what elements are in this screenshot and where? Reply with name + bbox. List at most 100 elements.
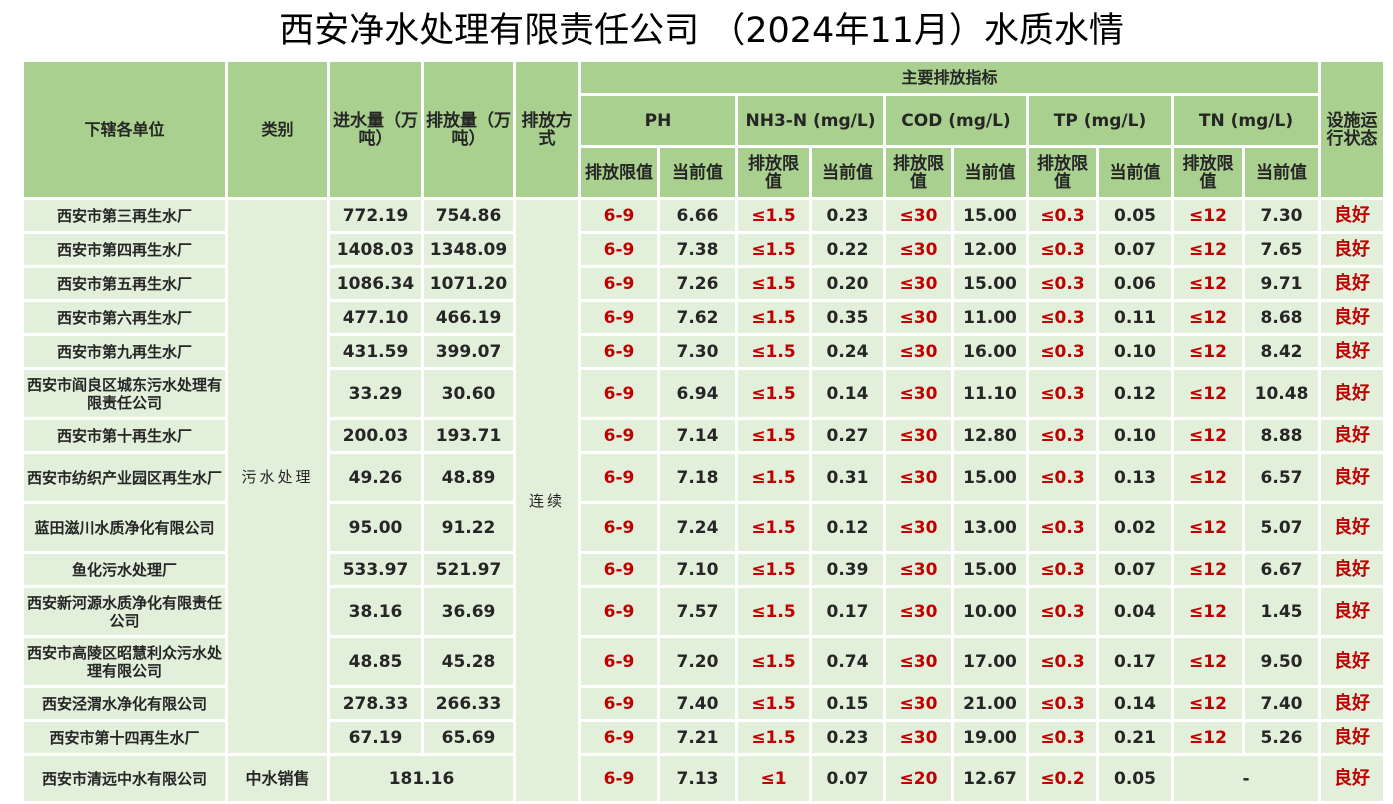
nh3n-limit: ≤1.5 xyxy=(735,333,812,370)
cod-limit: ≤20 xyxy=(883,753,954,804)
nh3n-limit: ≤1.5 xyxy=(735,551,812,588)
unit-name: 鱼化污水处理厂 xyxy=(21,551,228,588)
tn-value: 8.68 xyxy=(1241,299,1322,336)
table-row: 西安市第十再生水厂 200.03 193.71 6-9 7.14 ≤1.5 0.27 ≤30 1… xyxy=(21,417,1387,454)
tn-limit: ≤12 xyxy=(1171,265,1245,302)
tp-value: 0.04 xyxy=(1096,585,1174,638)
tn-value: 6.57 xyxy=(1241,451,1322,504)
cod-limit: ≤30 xyxy=(883,451,954,504)
header-main-indicators: 主要排放指标 xyxy=(577,59,1322,96)
status-value: 良好 xyxy=(1318,585,1387,638)
cod-value: 15.00 xyxy=(951,551,1029,588)
cod-value: 11.10 xyxy=(951,367,1029,420)
ph-value: 7.14 xyxy=(657,417,738,454)
status-value: 良好 xyxy=(1318,685,1387,722)
nh3n-value: 0.74 xyxy=(809,635,886,688)
tn-value: - xyxy=(1170,753,1322,804)
table-row: 西安市高陵区昭慧利众污水处理有限公司 48.85 45.28 6-9 7.20 ≤1.5 0… xyxy=(21,635,1387,688)
ph-limit: 6-9 xyxy=(578,719,660,756)
category-cell: 中水销售 xyxy=(225,753,330,804)
tp-value: 0.10 xyxy=(1096,417,1174,454)
inflow-value: 1408.03 xyxy=(327,231,424,268)
table-body: 西安市第三再生水厂 污水处理 772.19 754.86 连续 6-9 6.66 ≤1.5 0.… xyxy=(21,197,1387,804)
tn-limit: ≤12 xyxy=(1171,551,1245,588)
unit-name: 西安市第六再生水厂 xyxy=(21,299,228,336)
cod-value: 15.00 xyxy=(951,451,1029,504)
discharge-value: 91.22 xyxy=(421,501,516,554)
inflow-value: 38.16 xyxy=(327,585,424,638)
cod-limit: ≤30 xyxy=(883,231,954,268)
nh3n-value: 0.31 xyxy=(809,451,886,504)
tp-limit: ≤0.3 xyxy=(1026,299,1099,336)
tn-value: 10.48 xyxy=(1241,367,1322,420)
inflow-value: 48.85 xyxy=(327,635,424,688)
ph-limit: 6-9 xyxy=(578,685,660,722)
inflow-value: 431.59 xyxy=(327,333,424,370)
ph-value: 7.40 xyxy=(657,685,738,722)
header-ph: PH xyxy=(578,93,738,148)
ph-value: 6.94 xyxy=(657,367,738,420)
tn-limit: ≤12 xyxy=(1171,501,1245,554)
cod-value: 15.00 xyxy=(951,265,1029,302)
tp-limit: ≤0.3 xyxy=(1026,451,1099,504)
header-inflow: 进水量（万吨） xyxy=(327,59,424,200)
tn-value: 7.65 xyxy=(1241,231,1322,268)
header-nh3n-limit: 排放限值 xyxy=(735,145,812,200)
cod-value: 12.67 xyxy=(951,753,1029,804)
table-row: 西安市第十四再生水厂 67.19 65.69 6-9 7.21 ≤1.5 0.23 ≤30 19… xyxy=(21,719,1387,756)
nh3n-limit: ≤1.5 xyxy=(735,501,812,554)
nh3n-value: 0.35 xyxy=(809,299,886,336)
inflow-value: 278.33 xyxy=(327,685,424,722)
discharge-value: 266.33 xyxy=(421,685,516,722)
ph-value: 7.24 xyxy=(657,501,738,554)
header-tp-current: 当前值 xyxy=(1096,145,1174,200)
nh3n-value: 0.14 xyxy=(809,367,886,420)
discharge-value: 36.69 xyxy=(421,585,516,638)
tp-value: 0.17 xyxy=(1096,635,1174,688)
tn-limit: ≤12 xyxy=(1171,333,1245,370)
unit-name: 蓝田滋川水质净化有限公司 xyxy=(21,501,228,554)
ph-value: 7.57 xyxy=(657,585,738,638)
tn-limit: ≤12 xyxy=(1171,719,1245,756)
tp-value: 0.02 xyxy=(1096,501,1174,554)
tn-value: 1.45 xyxy=(1241,585,1322,638)
unit-name: 西安市第三再生水厂 xyxy=(21,197,228,234)
ph-limit: 6-9 xyxy=(578,551,660,588)
status-value: 良好 xyxy=(1318,231,1387,268)
tn-limit: ≤12 xyxy=(1171,197,1245,234)
table-row: 西安泾渭水净化有限公司 278.33 266.33 6-9 7.40 ≤1.5 0.15 ≤3… xyxy=(21,685,1387,722)
discharge-value: 30.60 xyxy=(421,367,516,420)
status-value: 良好 xyxy=(1318,719,1387,756)
cod-value: 17.00 xyxy=(951,635,1029,688)
nh3n-value: 0.23 xyxy=(809,719,886,756)
status-value: 良好 xyxy=(1318,265,1387,302)
inflow-value: 95.00 xyxy=(327,501,424,554)
tp-limit: ≤0.3 xyxy=(1026,685,1099,722)
tn-value: 9.71 xyxy=(1241,265,1322,302)
table-header: 下辖各单位 类别 进水量（万吨） 排放量（万吨） 排放方式 主要排放指标 设施运… xyxy=(21,59,1387,200)
cod-value: 12.80 xyxy=(951,417,1029,454)
ph-value: 7.10 xyxy=(657,551,738,588)
cod-value: 12.00 xyxy=(951,231,1029,268)
inflow-value: 49.26 xyxy=(327,451,424,504)
tp-limit: ≤0.3 xyxy=(1026,585,1099,638)
table-row: 西安市阎良区城东污水处理有限责任公司 33.29 30.60 6-9 6.94 ≤1.5 0… xyxy=(21,367,1387,420)
cod-limit: ≤30 xyxy=(883,719,954,756)
unit-name: 西安市第十再生水厂 xyxy=(21,417,228,454)
ph-value: 7.18 xyxy=(657,451,738,504)
table-row: 西安市纺织产业园区再生水厂 49.26 48.89 6-9 7.18 ≤1.5 0.31 ≤3… xyxy=(21,451,1387,504)
table-row: 蓝田滋川水质净化有限公司 95.00 91.22 6-9 7.24 ≤1.5 0.12 ≤30… xyxy=(21,501,1387,554)
ph-value: 6.66 xyxy=(657,197,738,234)
unit-name: 西安市纺织产业园区再生水厂 xyxy=(21,451,228,504)
cod-limit: ≤30 xyxy=(883,299,954,336)
tn-value: 7.30 xyxy=(1241,197,1322,234)
header-status: 设施运行状态 xyxy=(1318,59,1387,200)
nh3n-value: 0.07 xyxy=(809,753,886,804)
unit-name: 西安市第四再生水厂 xyxy=(21,231,228,268)
inflow-value: 772.19 xyxy=(327,197,424,234)
discharge-value: 193.71 xyxy=(421,417,516,454)
inflow-value: 33.29 xyxy=(327,367,424,420)
ph-limit: 6-9 xyxy=(578,585,660,638)
status-value: 良好 xyxy=(1318,299,1387,336)
discharge-value: 65.69 xyxy=(421,719,516,756)
